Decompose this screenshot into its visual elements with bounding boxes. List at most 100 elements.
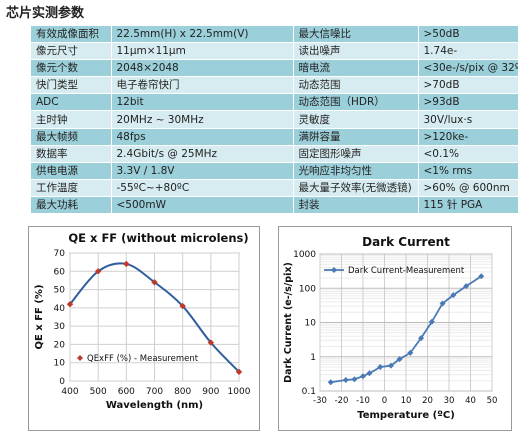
- spec-value: >120ke-: [418, 128, 519, 146]
- chart-title: Dark Current: [362, 235, 450, 249]
- y-tick-label: 0: [59, 377, 65, 387]
- y-tick-label: 0.1: [302, 387, 316, 397]
- x-axis-label: Wavelength (nm): [106, 400, 203, 411]
- data-point: [407, 349, 414, 356]
- data-point: [94, 268, 102, 275]
- spec-value: >93dB: [418, 93, 519, 112]
- data-point: [450, 292, 457, 299]
- spec-value: <30e-/s/pix @ 32ºC: [418, 59, 519, 78]
- x-tick-label: -10: [356, 396, 370, 406]
- spec-row: 快门类型 电子卷帘快门 动态范围 >70dB: [31, 76, 519, 95]
- spec-label: 有效成像面积: [31, 26, 112, 44]
- data-point: [387, 362, 394, 369]
- spec-value: 48fps: [111, 128, 294, 146]
- spec-label: 封装: [293, 196, 419, 215]
- spec-row: 最大帧频 48fps 满阱容量 >120ke-: [31, 128, 519, 146]
- spec-label: 数据率: [31, 145, 112, 163]
- spec-label: 最大帧频: [31, 128, 112, 146]
- x-tick-label: 500: [90, 387, 107, 397]
- y-tick-label: 50: [54, 286, 66, 296]
- y-axis-label: Dark Current (e-/s/pix): [283, 262, 294, 383]
- spec-row: 最大功耗 <500mW 封装 115 针 PGA: [31, 196, 519, 215]
- spec-value: >60% @ 600nm: [418, 179, 519, 197]
- x-tick-label: 400: [61, 387, 78, 397]
- spec-value: <1% rms: [418, 162, 519, 180]
- x-tick-label: 800: [174, 387, 191, 397]
- spec-value: >70dB: [418, 76, 519, 95]
- x-tick-label: 50: [487, 396, 498, 406]
- data-point: [66, 301, 74, 308]
- spec-value: 电子卷帘快门: [111, 76, 294, 95]
- x-tick-label: 0: [382, 396, 387, 406]
- spec-row: 像元尺寸 11µm×11µm 读出噪声 1.74e-: [31, 42, 519, 61]
- y-tick-label: 40: [54, 304, 66, 314]
- spec-label: 主时钟: [31, 110, 112, 129]
- legend-marker: [331, 267, 337, 273]
- data-point: [207, 339, 215, 346]
- spec-row: 工作温度 -55ºC~+80ºC 最大量子效率(无微透镜) >60% @ 600nm: [31, 179, 519, 197]
- spec-label: 满阱容量: [293, 128, 419, 146]
- spec-row: ADC 12bit 动态范围（HDR） >93dB: [31, 93, 519, 112]
- spec-value: <0.1%: [418, 145, 519, 163]
- data-point: [463, 283, 470, 290]
- x-tick-label: 600: [118, 387, 135, 397]
- spec-value: 22.5mm(H) x 22.5mm(V): [111, 26, 294, 44]
- y-tick-label: 1: [310, 353, 316, 363]
- y-tick-label: 20: [54, 340, 66, 350]
- spec-label: 动态范围（HDR）: [293, 93, 419, 112]
- spec-label: ADC: [31, 93, 112, 112]
- data-point: [360, 373, 366, 380]
- spec-label: 灵敏度: [293, 110, 419, 129]
- y-tick-label: 60: [54, 267, 66, 277]
- dark-current-chart: Dark Current -30 -20 -10 0 10 20 30 40 50 0.1 1 10 10…: [278, 226, 512, 431]
- spec-value: 2.4Gbit/s @ 25MHz: [111, 145, 294, 163]
- data-point: [377, 364, 384, 371]
- spec-label: 最大信噪比: [293, 26, 419, 44]
- spec-label: 光响应非均匀性: [293, 162, 419, 180]
- data-point: [478, 273, 485, 280]
- data-point: [327, 379, 334, 386]
- spec-label: 像元个数: [31, 59, 112, 78]
- data-point: [342, 376, 349, 383]
- x-tick-label: -20: [335, 396, 349, 406]
- spec-row: 主时钟 20MHz ~ 30MHz 灵敏度 30V/lux·s: [31, 110, 519, 129]
- spec-row: 数据率 2.4Gbit/s @ 25MHz 固定图形噪声 <0.1%: [31, 145, 519, 163]
- spec-label: 供电电源: [31, 162, 112, 180]
- data-point: [366, 370, 373, 377]
- x-tick-label: -30: [313, 396, 327, 406]
- x-tick-label: 10: [401, 396, 412, 406]
- spec-label: 工作温度: [31, 179, 112, 197]
- spec-value: -55ºC~+80ºC: [111, 179, 294, 197]
- data-point: [123, 260, 130, 268]
- data-point: [418, 335, 425, 342]
- legend-label: Dark Current-Measurement: [348, 266, 465, 276]
- spec-label: 像元尺寸: [31, 42, 112, 61]
- spec-value: >50dB: [418, 26, 519, 44]
- data-point: [351, 376, 358, 383]
- spec-label: 固定图形噪声: [293, 145, 419, 163]
- spec-value: 3.3V / 1.8V: [111, 162, 294, 180]
- spec-value: 12bit: [111, 93, 294, 112]
- data-point: [151, 279, 158, 286]
- chart-title: QE x FF (without microlens): [68, 231, 248, 245]
- legend-label: QExFF (%) - Measurement: [87, 354, 199, 364]
- spec-value: 2048×2048: [111, 59, 294, 78]
- spec-value: <500mW: [111, 196, 294, 215]
- y-tick-label: 30: [54, 322, 66, 332]
- x-tick-label: 20: [422, 396, 433, 406]
- x-tick-label: 40: [465, 396, 476, 406]
- spec-label: 快门类型: [31, 76, 112, 95]
- spec-table: 有效成像面积 22.5mm(H) x 22.5mm(V) 最大信噪比 >50dB 像元尺…: [31, 26, 519, 215]
- x-tick-label: 30: [444, 396, 455, 406]
- y-tick-label: 70: [54, 249, 66, 259]
- qe-chart: QE x FF (without microlens)400 500 600 700 8…: [28, 226, 260, 431]
- spec-label: 暗电流: [293, 59, 419, 78]
- x-tick-label: 1000: [228, 387, 251, 397]
- spec-value: 20MHz ~ 30MHz: [111, 110, 294, 129]
- y-tick-label: 10: [54, 359, 66, 369]
- spec-row: 供电电源 3.3V / 1.8V 光响应非均匀性 <1% rms: [31, 162, 519, 180]
- data-point: [428, 318, 435, 325]
- spec-label: 最大量子效率(无微透镜): [293, 179, 419, 197]
- y-tick-label: 10: [305, 319, 317, 329]
- spec-label: 动态范围: [293, 76, 419, 95]
